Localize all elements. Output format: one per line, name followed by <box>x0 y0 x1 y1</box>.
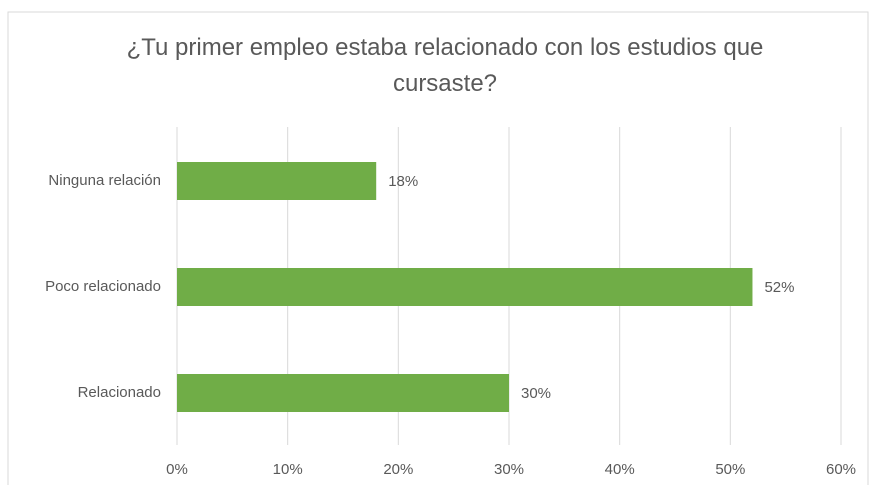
bar <box>177 374 509 412</box>
y-tick-label: Poco relacionado <box>45 278 161 295</box>
x-tick-label: 20% <box>383 461 413 478</box>
x-tick-label: 0% <box>166 461 188 478</box>
y-tick-label: Ninguna relación <box>48 172 161 189</box>
x-tick-label: 30% <box>494 461 524 478</box>
bar <box>177 268 753 306</box>
data-label: 30% <box>521 385 551 402</box>
bar <box>177 162 377 200</box>
chart-border <box>7 11 869 485</box>
data-label: 18% <box>388 173 418 190</box>
x-tick-label: 50% <box>715 461 745 478</box>
x-tick-label: 10% <box>273 461 303 478</box>
y-tick-label: Relacionado <box>78 384 161 401</box>
x-tick-label: 40% <box>605 461 635 478</box>
data-label: 52% <box>764 279 794 296</box>
chart-title: ¿Tu primer empleo estaba relacionado con… <box>126 34 764 97</box>
x-tick-label: 60% <box>826 461 856 478</box>
